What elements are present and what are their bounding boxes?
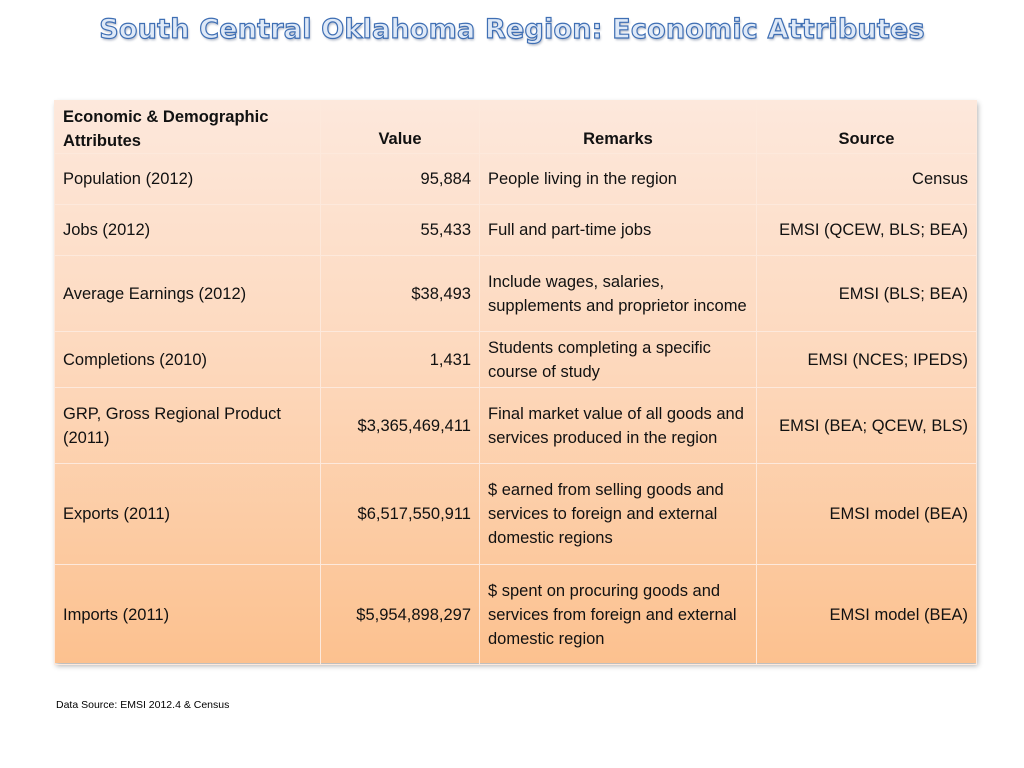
row-source: EMSI (NCES; IPEDS) xyxy=(756,331,977,388)
data-source-footnote: Data Source: EMSI 2012.4 & Census xyxy=(56,699,230,711)
economic-attributes-table-container: Economic & Demographic Attributes Value … xyxy=(54,100,977,665)
row-attribute: Average Earnings (2012) xyxy=(54,255,321,332)
header-remarks: Remarks xyxy=(479,100,757,154)
row-source: EMSI (QCEW, BLS; BEA) xyxy=(756,204,977,256)
header-attribute: Economic & Demographic Attributes xyxy=(54,100,321,154)
row-remarks: People living in the region xyxy=(479,153,757,205)
row-remarks: Full and part-time jobs xyxy=(479,204,757,256)
slide-title: South Central Oklahoma Region: Economic … xyxy=(99,13,925,45)
row-source: Census xyxy=(756,153,977,205)
row-value: $38,493 xyxy=(320,255,480,332)
row-remarks: $ earned from selling goods and services… xyxy=(479,463,757,565)
row-remarks: Include wages, salaries, supplements and… xyxy=(479,255,757,332)
row-source: EMSI (BEA; QCEW, BLS) xyxy=(756,387,977,464)
row-attribute: Jobs (2012) xyxy=(54,204,321,256)
table-row: Average Earnings (2012) $38,493 Include … xyxy=(54,255,977,332)
row-source: EMSI model (BEA) xyxy=(756,564,977,665)
table-row: Jobs (2012) 55,433 Full and part-time jo… xyxy=(54,204,977,256)
row-source: EMSI model (BEA) xyxy=(756,463,977,565)
row-attribute: Completions (2010) xyxy=(54,331,321,388)
row-attribute: Population (2012) xyxy=(54,153,321,205)
row-attribute: GRP, Gross Regional Product (2011) xyxy=(54,387,321,464)
row-value: 95,884 xyxy=(320,153,480,205)
row-attribute: Imports (2011) xyxy=(54,564,321,665)
header-source: Source xyxy=(756,100,977,154)
table-row: Completions (2010) 1,431 Students comple… xyxy=(54,331,977,388)
row-value: $6,517,550,911 xyxy=(320,463,480,565)
row-value: 1,431 xyxy=(320,331,480,388)
row-value: $5,954,898,297 xyxy=(320,564,480,665)
row-remarks: Students completing a specific course of… xyxy=(479,331,757,388)
row-remarks: Final market value of all goods and serv… xyxy=(479,387,757,464)
economic-attributes-table: Economic & Demographic Attributes Value … xyxy=(54,100,977,665)
table-row: Imports (2011) $5,954,898,297 $ spent on… xyxy=(54,564,977,665)
table-row: GRP, Gross Regional Product (2011) $3,36… xyxy=(54,387,977,464)
row-remarks: $ spent on procuring goods and services … xyxy=(479,564,757,665)
header-value: Value xyxy=(320,100,480,154)
table-row: Exports (2011) $6,517,550,911 $ earned f… xyxy=(54,463,977,565)
row-attribute: Exports (2011) xyxy=(54,463,321,565)
row-source: EMSI (BLS; BEA) xyxy=(756,255,977,332)
row-value: 55,433 xyxy=(320,204,480,256)
table-header-row: Economic & Demographic Attributes Value … xyxy=(54,100,977,154)
table-row: Population (2012) 95,884 People living i… xyxy=(54,153,977,205)
row-value: $3,365,469,411 xyxy=(320,387,480,464)
